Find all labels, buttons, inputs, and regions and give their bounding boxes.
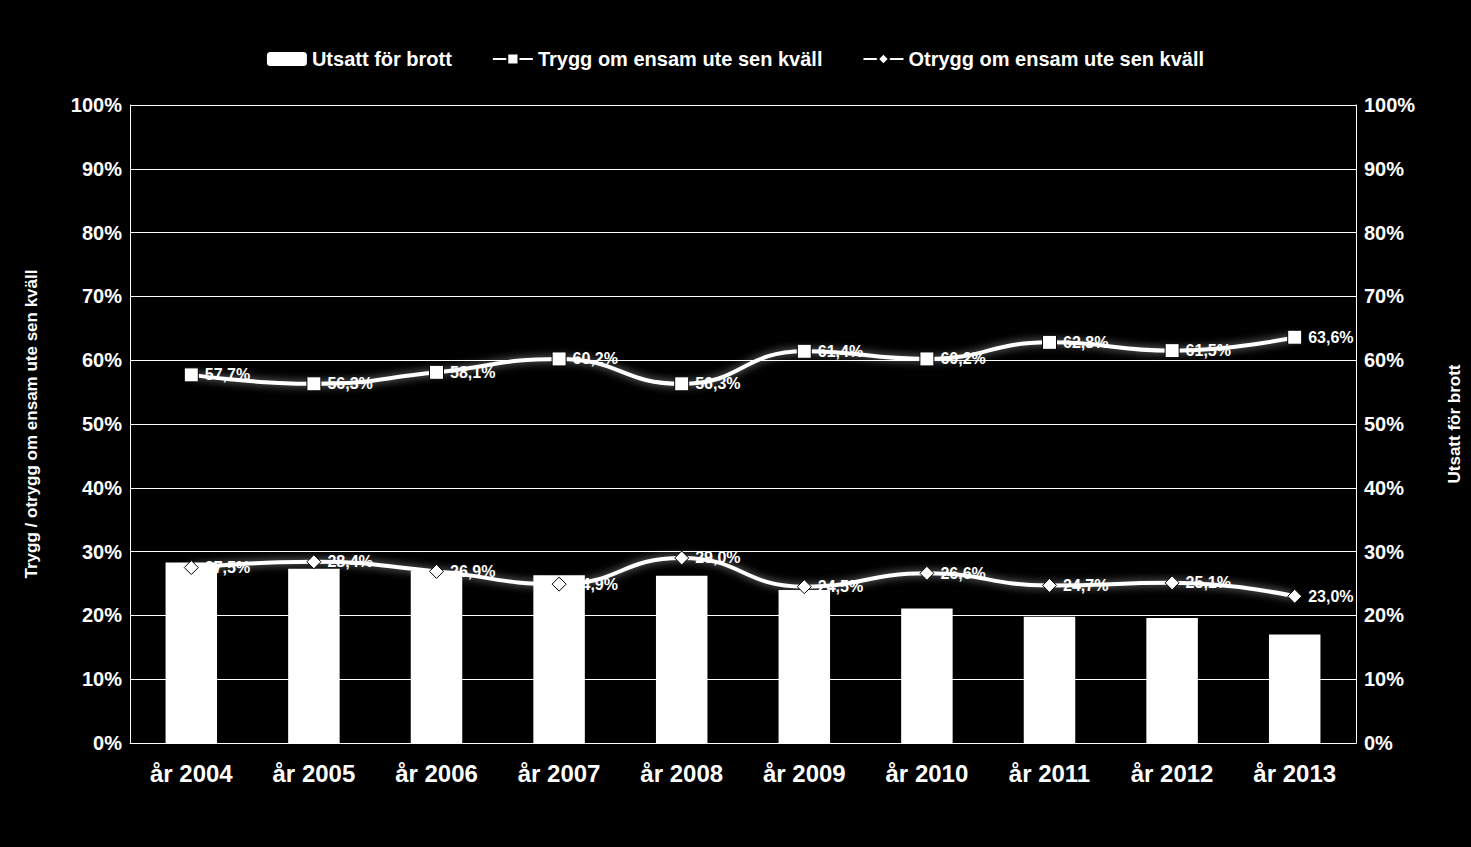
svg-text:56,3%: 56,3%: [327, 375, 372, 392]
svg-text:10%: 10%: [1364, 668, 1404, 690]
svg-text:29,0%: 29,0%: [695, 549, 740, 566]
svg-text:år 2013: år 2013: [1253, 760, 1336, 787]
svg-text:år 2008: år 2008: [640, 760, 723, 787]
svg-text:50%: 50%: [1364, 413, 1404, 435]
svg-text:40%: 40%: [1364, 477, 1404, 499]
svg-text:62,8%: 62,8%: [1063, 334, 1108, 351]
svg-text:år 2010: år 2010: [886, 760, 969, 787]
svg-text:10%: 10%: [82, 668, 122, 690]
svg-text:70%: 70%: [1364, 285, 1404, 307]
svg-text:30%: 30%: [82, 541, 122, 563]
svg-text:0%: 0%: [1364, 732, 1393, 754]
svg-text:Trygg om ensam ute sen kväll: Trygg om ensam ute sen kväll: [538, 48, 823, 70]
svg-text:60,2%: 60,2%: [940, 350, 985, 367]
svg-text:80%: 80%: [82, 222, 122, 244]
svg-text:28,4%: 28,4%: [327, 553, 372, 570]
svg-text:40%: 40%: [82, 477, 122, 499]
svg-text:år 2007: år 2007: [518, 760, 601, 787]
svg-text:100%: 100%: [71, 94, 122, 116]
svg-text:20%: 20%: [82, 604, 122, 626]
svg-text:60%: 60%: [82, 349, 122, 371]
svg-text:år 2012: år 2012: [1131, 760, 1214, 787]
svg-text:23,0%: 23,0%: [1308, 588, 1353, 605]
svg-text:0%: 0%: [93, 732, 122, 754]
svg-text:61,4%: 61,4%: [818, 343, 863, 360]
svg-text:70%: 70%: [82, 285, 122, 307]
svg-text:Otrygg om ensam ute sen kväll: Otrygg om ensam ute sen kväll: [908, 48, 1204, 70]
svg-text:år 2004: år 2004: [150, 760, 233, 787]
svg-text:24,9%: 24,9%: [573, 576, 618, 593]
svg-text:20%: 20%: [1364, 604, 1404, 626]
svg-text:57,7%: 57,7%: [205, 366, 250, 383]
svg-text:60,2%: 60,2%: [573, 350, 618, 367]
svg-text:26,6%: 26,6%: [940, 565, 985, 582]
svg-text:25,1%: 25,1%: [1186, 574, 1231, 591]
svg-text:61,5%: 61,5%: [1186, 342, 1231, 359]
svg-text:år 2011: år 2011: [1009, 760, 1090, 787]
svg-text:Utsatt för brott: Utsatt för brott: [312, 48, 452, 70]
svg-text:50%: 50%: [82, 413, 122, 435]
svg-text:58,1%: 58,1%: [450, 364, 495, 381]
svg-text:24,5%: 24,5%: [818, 578, 863, 595]
svg-text:56,3%: 56,3%: [695, 375, 740, 392]
svg-text:år 2005: år 2005: [273, 760, 356, 787]
svg-text:26,9%: 26,9%: [450, 563, 495, 580]
svg-text:24,7%: 24,7%: [1063, 577, 1108, 594]
svg-text:år 2006: år 2006: [395, 760, 478, 787]
svg-text:90%: 90%: [1364, 158, 1404, 180]
svg-text:60%: 60%: [1364, 349, 1404, 371]
svg-text:27,5%: 27,5%: [205, 559, 250, 576]
svg-text:63,6%: 63,6%: [1308, 329, 1353, 346]
svg-text:80%: 80%: [1364, 222, 1404, 244]
svg-text:30%: 30%: [1364, 541, 1404, 563]
svg-text:90%: 90%: [82, 158, 122, 180]
svg-text:Trygg / otrygg om ensam ute se: Trygg / otrygg om ensam ute sen kväll: [22, 270, 41, 579]
svg-text:100%: 100%: [1364, 94, 1415, 116]
svg-text:Utsatt för brott: Utsatt för brott: [1445, 364, 1464, 483]
svg-text:år 2009: år 2009: [763, 760, 846, 787]
